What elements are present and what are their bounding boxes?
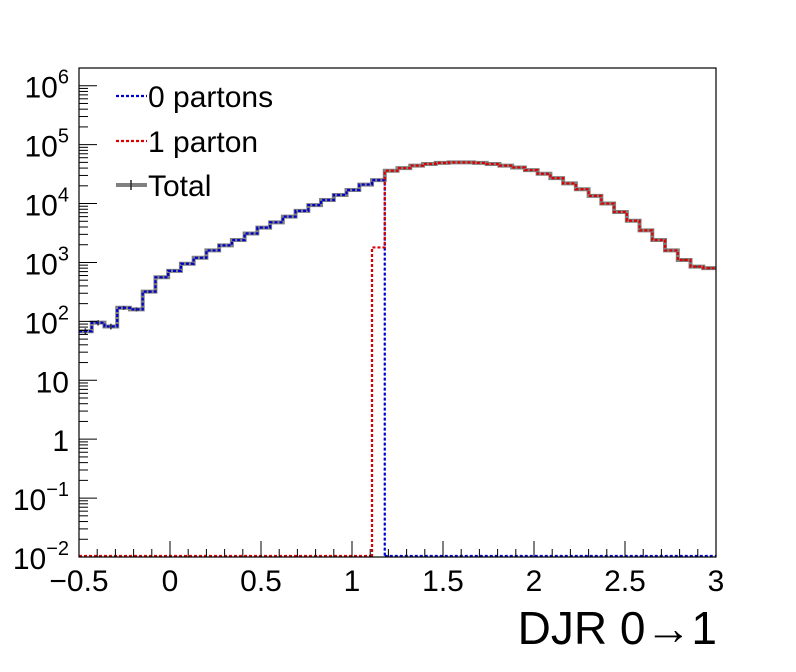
- series-0-partons-line: [79, 179, 386, 557]
- legend-1-parton-label: 1 parton: [148, 126, 258, 159]
- axes: −0.5 0 0.5 1 1.5 2 2.5 3 10−2 10−1 1 10 102 103 104 105…: [13, 67, 725, 598]
- y-tick-label: 10−2: [13, 538, 69, 576]
- x-tick-label: −0.5: [49, 565, 108, 598]
- x-tick-label: 3: [708, 565, 725, 598]
- y-tick-label: 10−1: [13, 479, 69, 517]
- plot-frame: [78, 67, 717, 558]
- plot-area: [79, 160, 716, 558]
- y-tick-label: 106: [25, 67, 70, 105]
- x-axis-title: DJR 0→1: [518, 602, 717, 654]
- y-tick-label: 10: [36, 366, 69, 399]
- x-tick-label: 2.5: [604, 565, 646, 598]
- legend-0-partons-label: 0 partons: [148, 81, 273, 114]
- x-tick-label: 1.5: [422, 565, 464, 598]
- legend: 0 partons 1 parton Total: [116, 81, 273, 203]
- y-tick-label: 102: [25, 302, 70, 340]
- y-tick-label: 105: [25, 126, 70, 164]
- x-tick-label: 2: [526, 565, 543, 598]
- y-tick-label: 103: [25, 243, 70, 281]
- legend-total-label: Total: [148, 170, 211, 203]
- y-tick-label: 1: [52, 425, 69, 458]
- x-tick-label: 0: [162, 565, 179, 598]
- x-tick-label: 0.5: [240, 565, 282, 598]
- x-tick-label: 1: [344, 565, 361, 598]
- y-tick-label: 104: [25, 185, 70, 223]
